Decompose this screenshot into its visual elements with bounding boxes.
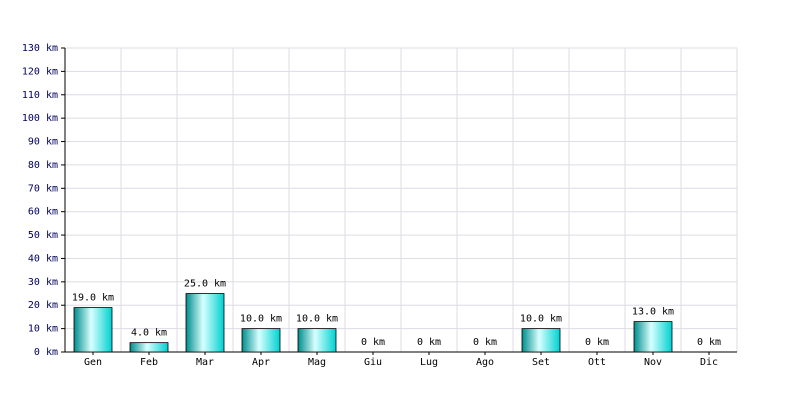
y-tick-label: 70 km xyxy=(28,183,58,194)
value-label: 19.0 km xyxy=(72,293,114,304)
bar xyxy=(297,328,337,353)
value-label: 25.0 km xyxy=(184,279,226,290)
x-tick-label: Gen xyxy=(84,357,102,368)
y-tick-label: 110 km xyxy=(22,90,58,101)
y-tick-label: 20 km xyxy=(28,300,58,311)
x-tick-label: Apr xyxy=(252,357,270,368)
bar xyxy=(129,342,169,353)
bar xyxy=(185,293,225,353)
x-tick-label: Mag xyxy=(308,357,326,368)
x-tick-label: Dic xyxy=(700,357,718,368)
value-label: 10.0 km xyxy=(240,314,282,325)
x-tick-label: Ott xyxy=(588,357,606,368)
value-label: 10.0 km xyxy=(296,314,338,325)
x-tick-label: Giu xyxy=(364,357,382,368)
value-label: 0 km xyxy=(585,337,609,348)
bar xyxy=(241,328,281,353)
value-label: 13.0 km xyxy=(632,307,674,318)
x-tick-label: Ago xyxy=(476,357,494,368)
y-tick-label: 10 km xyxy=(28,324,58,335)
bar xyxy=(521,328,561,353)
y-tick-label: 90 km xyxy=(28,137,58,148)
x-tick-label: Mar xyxy=(196,357,214,368)
bar xyxy=(633,321,673,353)
y-tick-label: 130 km xyxy=(22,43,58,54)
x-tick-label: Set xyxy=(532,357,550,368)
y-tick-label: 0 km xyxy=(34,347,58,358)
y-tick-label: 40 km xyxy=(28,253,58,264)
x-tick-label: Nov xyxy=(644,357,662,368)
y-tick-label: 80 km xyxy=(28,160,58,171)
y-tick-label: 30 km xyxy=(28,277,58,288)
bar xyxy=(73,307,113,353)
y-tick-label: 120 km xyxy=(22,66,58,77)
value-label: 0 km xyxy=(361,337,385,348)
value-label: 0 km xyxy=(697,337,721,348)
value-label: 0 km xyxy=(417,337,441,348)
x-tick-label: Lug xyxy=(420,357,438,368)
x-tick-label: Feb xyxy=(140,357,158,368)
value-label: 10.0 km xyxy=(520,314,562,325)
y-tick-label: 100 km xyxy=(22,113,58,124)
y-tick-label: 60 km xyxy=(28,207,58,218)
value-label: 0 km xyxy=(473,337,497,348)
y-tick-label: 50 km xyxy=(28,230,58,241)
value-label: 4.0 km xyxy=(131,328,167,339)
